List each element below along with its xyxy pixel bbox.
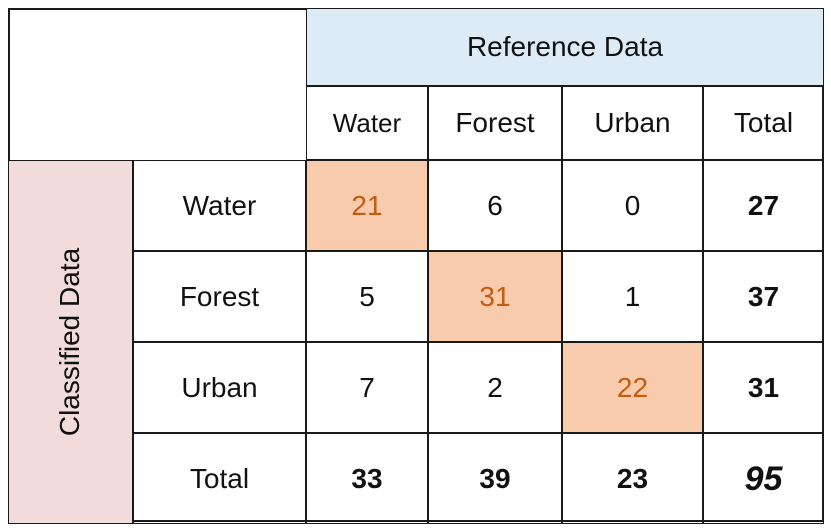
classified-data-label: Classified Data bbox=[54, 247, 86, 437]
cell-urban-forest: 2 bbox=[428, 342, 562, 433]
confusion-matrix-table: Reference Data Water Forest Urban Total … bbox=[8, 8, 824, 524]
reference-data-header: Reference Data bbox=[306, 8, 824, 86]
column-header-forest: Forest bbox=[428, 86, 562, 160]
column-total-value: 33 bbox=[351, 462, 383, 494]
column-total-value: 23 bbox=[616, 462, 649, 494]
column-header-label: Total bbox=[733, 107, 794, 138]
cell-value: 5 bbox=[359, 280, 375, 312]
cell-grand-total: 95 bbox=[703, 433, 824, 524]
column-header-total: Total bbox=[703, 86, 824, 160]
cell-water-water: 21 bbox=[306, 160, 428, 251]
row-header-urban: Urban bbox=[133, 342, 306, 433]
column-header-urban: Urban bbox=[562, 86, 703, 160]
cell-value: 22 bbox=[616, 371, 649, 403]
classified-data-header: Classified Data bbox=[8, 160, 133, 524]
cell-total-urban: 23 bbox=[562, 433, 703, 524]
column-header-label: Forest bbox=[455, 107, 535, 138]
column-header-label: Urban bbox=[594, 107, 671, 138]
column-header-label: Water bbox=[332, 108, 402, 138]
row-header-total: Total bbox=[133, 433, 306, 524]
row-header-label: Forest bbox=[179, 280, 260, 312]
cell-value: 2 bbox=[487, 371, 503, 403]
cell-water-urban: 0 bbox=[562, 160, 703, 251]
grand-total-value: 95 bbox=[744, 459, 783, 498]
row-total-value: 37 bbox=[747, 280, 780, 312]
cell-total-water: 33 bbox=[306, 433, 428, 524]
cell-value: 21 bbox=[351, 189, 383, 221]
cell-value: 7 bbox=[359, 371, 375, 403]
corner-empty-cell bbox=[10, 10, 306, 158]
cell-value: 31 bbox=[479, 280, 511, 312]
cell-urban-water: 7 bbox=[306, 342, 428, 433]
row-header-label: Urban bbox=[181, 371, 258, 403]
row-total-value: 31 bbox=[747, 371, 780, 403]
cell-value: 6 bbox=[487, 189, 503, 221]
cell-urban-total: 31 bbox=[703, 342, 824, 433]
cell-urban-urban: 22 bbox=[562, 342, 703, 433]
cell-total-forest: 39 bbox=[428, 433, 562, 524]
reference-data-label: Reference Data bbox=[466, 31, 664, 62]
row-header-water: Water bbox=[133, 160, 306, 251]
row-header-forest: Forest bbox=[133, 251, 306, 342]
row-total-value: 27 bbox=[747, 189, 780, 221]
cell-value: 1 bbox=[624, 280, 641, 312]
cell-forest-urban: 1 bbox=[562, 251, 703, 342]
column-header-water: Water bbox=[306, 86, 428, 160]
column-total-value: 39 bbox=[479, 462, 511, 494]
cell-forest-forest: 31 bbox=[428, 251, 562, 342]
cell-water-forest: 6 bbox=[428, 160, 562, 251]
row-header-label: Total bbox=[189, 462, 250, 494]
cell-water-total: 27 bbox=[703, 160, 824, 251]
row-header-label: Water bbox=[182, 189, 257, 221]
cell-forest-water: 5 bbox=[306, 251, 428, 342]
cell-forest-total: 37 bbox=[703, 251, 824, 342]
cell-value: 0 bbox=[624, 189, 641, 221]
